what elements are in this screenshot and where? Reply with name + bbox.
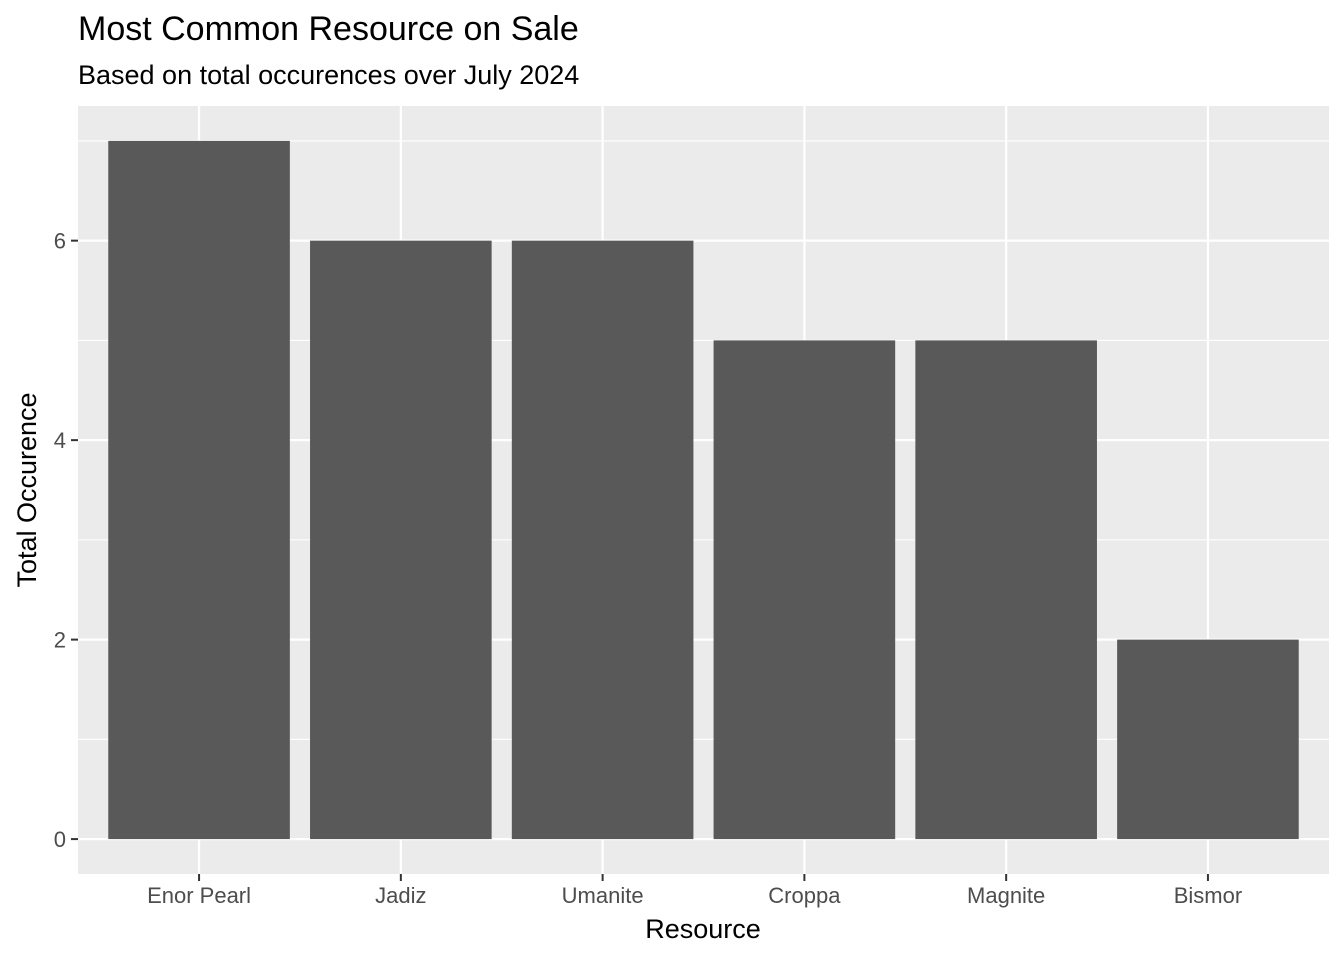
x-tick-label: Umanite <box>562 883 644 908</box>
bars <box>108 140 1299 840</box>
x-tick-label: Croppa <box>768 883 841 908</box>
y-tick-label: 2 <box>54 628 66 653</box>
y-tick-label: 0 <box>54 827 66 852</box>
x-tick-label: Enor Pearl <box>147 883 251 908</box>
y-axis: 0 2 4 6 <box>54 229 78 852</box>
y-axis-title: Total Occurence <box>12 392 42 587</box>
chart-subtitle: Based on total occurences over July 2024 <box>78 60 579 90</box>
bar <box>915 340 1097 840</box>
x-axis-title: Resource <box>645 914 761 944</box>
x-tick-label: Magnite <box>967 883 1045 908</box>
x-tick-label: Jadiz <box>375 883 426 908</box>
chart-title: Most Common Resource on Sale <box>78 10 579 48</box>
bar <box>511 240 694 840</box>
x-tick-label: Bismor <box>1174 883 1242 908</box>
bar <box>713 340 896 840</box>
bar <box>310 240 492 840</box>
x-axis: Enor Pearl Jadiz Umanite Croppa Magnite Bismo… <box>147 874 1242 908</box>
y-tick-label: 4 <box>54 428 66 453</box>
bar <box>1117 639 1299 840</box>
bar <box>108 140 290 840</box>
y-tick-label: 6 <box>54 229 66 254</box>
